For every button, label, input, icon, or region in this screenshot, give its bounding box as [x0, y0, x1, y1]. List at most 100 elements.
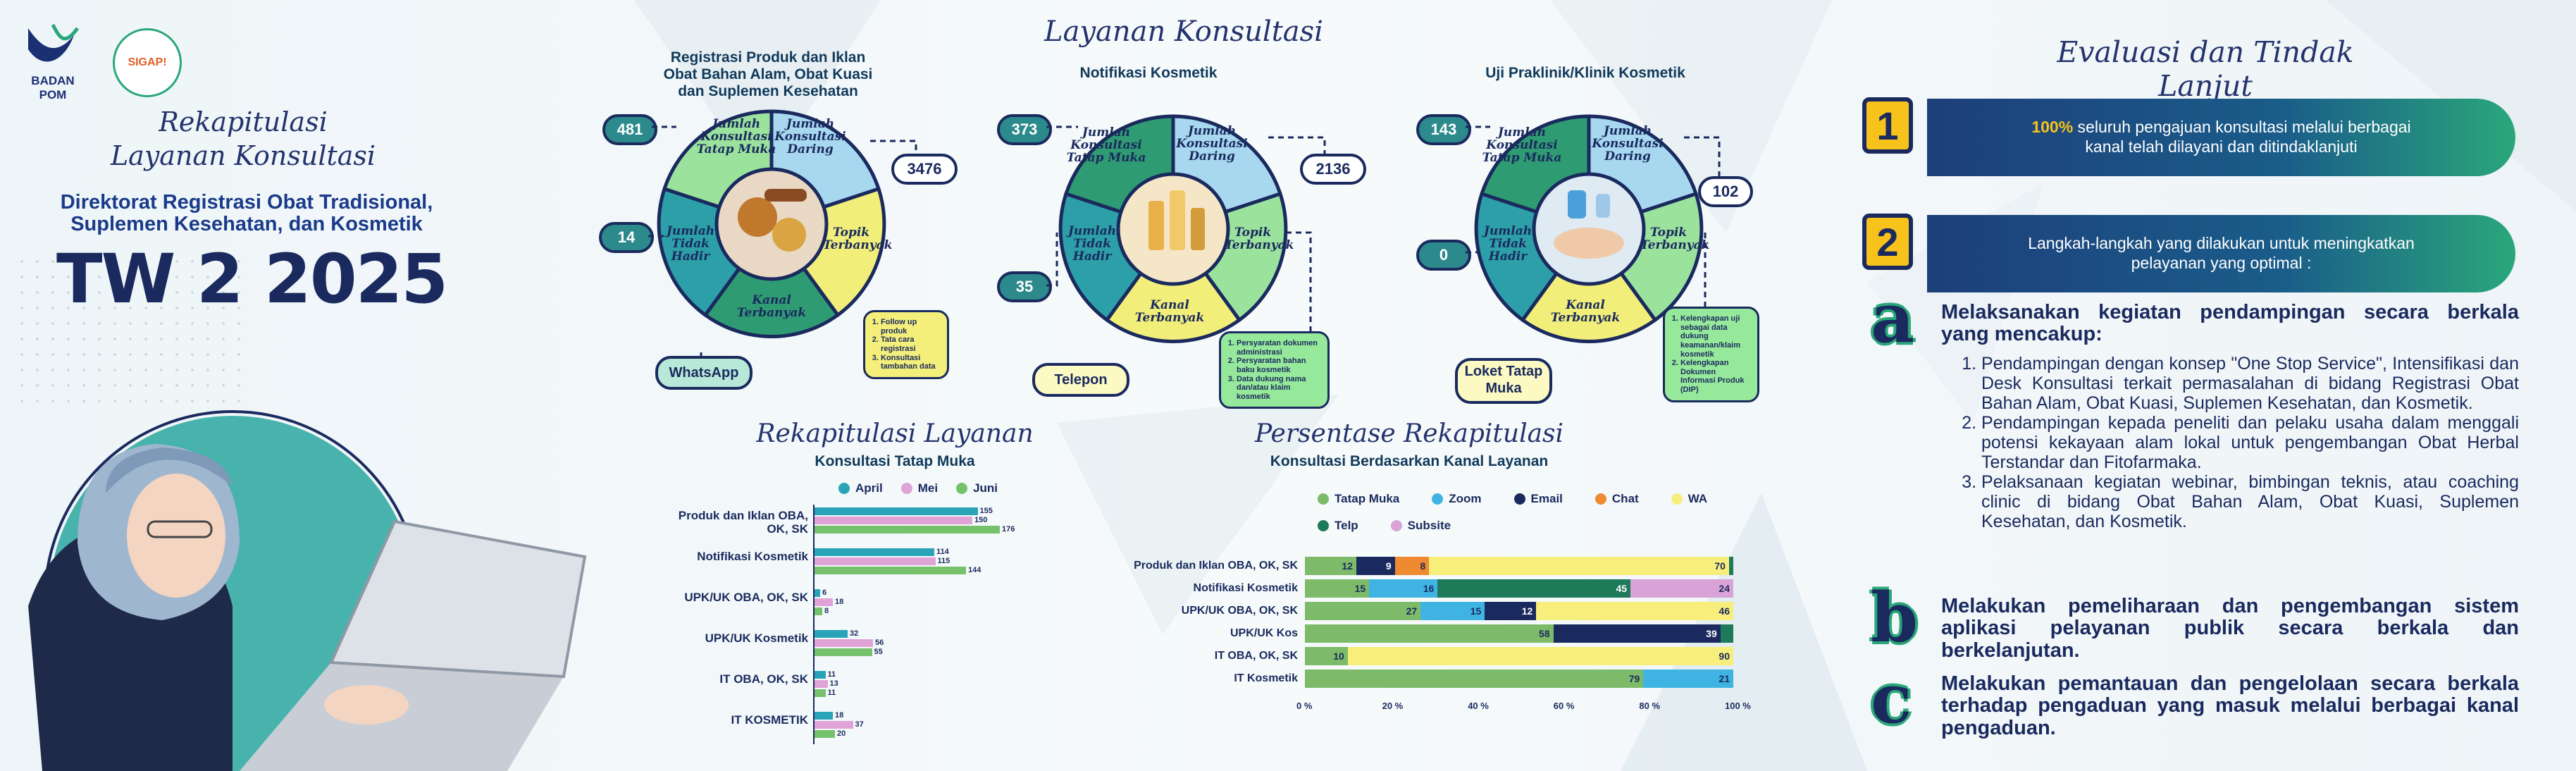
evaluasi-item2-text-b: pelayanan yang optimal : — [2131, 254, 2312, 272]
bar-value-label: 144 — [968, 566, 982, 574]
x-tick-label: 80 % — [1639, 701, 1661, 711]
segment-value-label: 24 — [1719, 583, 1730, 594]
wheel1-label-tidak-hadir: Jumlah Tidak Hadir — [666, 224, 715, 264]
tatap-muka-chart-legend: April Mei Juni — [838, 481, 1016, 498]
wheel3-tatap-muka-count: 143 — [1416, 114, 1471, 145]
wheel1-topik-item: Konsultasi tambahan data — [881, 354, 941, 371]
bar-juni — [814, 526, 1000, 533]
legend-label: WA — [1688, 492, 1708, 505]
bar-value-label: 56 — [875, 639, 884, 647]
segment-value-label: 79 — [1628, 673, 1640, 684]
evaluasi-letter-c: c — [1871, 659, 1912, 739]
legend-item-april: April — [838, 481, 883, 495]
evaluasi-letter-a: a — [1871, 278, 1915, 358]
segment-value-label: 8 — [1420, 560, 1426, 572]
bar-april — [814, 630, 848, 638]
segment-value-label: 90 — [1719, 650, 1730, 662]
stack-segment-tatap-muka: 15 — [1305, 579, 1370, 598]
stack-segment-tatap-muka: 79 — [1305, 670, 1644, 688]
bar-mei — [814, 598, 833, 606]
wheel3-label-topik: Topik Terbanyak — [1640, 226, 1710, 252]
layanan-heading: Layanan Konsultasi — [1044, 16, 1323, 48]
stack-segment-telp — [1720, 624, 1733, 643]
bar-juni — [814, 730, 835, 738]
stack-segment-tatap-muka: 27 — [1305, 602, 1421, 620]
bar-value-label: 18 — [835, 711, 844, 720]
stack-segment-tatap-muka: 12 — [1305, 557, 1356, 575]
legend-label: Chat — [1611, 492, 1639, 505]
wheel1-title-line3: dan Suplemen Kesehatan — [678, 83, 858, 99]
legend-item-subsite: Subsite — [1390, 519, 1451, 533]
period-title: TW 2 2025 — [56, 240, 448, 319]
wheel1-title-line2: Obat Bahan Alam, Obat Kuasi — [663, 66, 873, 82]
wheel1-topik-note: Follow up produkTata cara registrasiKons… — [863, 310, 949, 379]
persentase-chart-legend: Tatap Muka Zoom Email Chat WA Telp Subsite — [1318, 492, 1754, 545]
evaluasi-item2-text-a: Langkah-langkah yang dilakukan untuk men… — [2028, 234, 2415, 253]
legend-swatch — [1671, 493, 1683, 505]
wheel2-kanal-value: Telepon — [1032, 363, 1129, 397]
wheel3-label-tatap-muka: Jumlah Konsultasi Tatap Muka — [1482, 125, 1562, 165]
wheel2-tidak-hadir-count: 35 — [997, 271, 1052, 302]
wheel2-topik-note: Persyaratan dokumen administrasiPersyara… — [1219, 331, 1330, 409]
bar-value-label: 11 — [827, 670, 836, 679]
segment-value-label: 15 — [1470, 605, 1482, 617]
bar-april — [814, 589, 820, 597]
category-label: UPK/UK Kosmetik — [705, 631, 808, 645]
legend-swatch — [838, 483, 850, 494]
evaluasi-number-2: 2 — [1862, 214, 1913, 270]
segment-value-label: 21 — [1719, 673, 1730, 684]
stack-segment-telp: 45 — [1437, 579, 1631, 598]
wheel2-label-tatap-muka: Jumlah Konsultasi Tatap Muka — [1066, 125, 1146, 165]
left-subtitle-line2: Suplemen Kesehatan, dan Kosmetik — [70, 213, 423, 236]
left-title-line1: Rekapitulasi — [159, 106, 328, 137]
evaluasi-item1-text-a: seluruh pengajuan konsultasi melalui ber… — [2073, 118, 2411, 137]
segment-value-label: 58 — [1539, 628, 1550, 639]
bar-value-label: 150 — [974, 516, 988, 524]
wheel1-label-kanal: Kanal Terbanyak — [736, 293, 807, 320]
wheel2-tatap-muka-count: 373 — [997, 114, 1052, 145]
bar-juni — [814, 648, 872, 656]
wheel3-kanal-value: Loket Tatap Muka — [1455, 358, 1552, 404]
evaluasi-a-list-item: Pendampingan dengan konsep "One Stop Ser… — [1981, 354, 2519, 413]
badan-pom-text: BADAN POM — [31, 74, 75, 101]
wheel1-label-tatap-muka: Jumlah Konsultasi Tatap Muka — [696, 117, 776, 156]
bar-mei — [814, 557, 936, 565]
wheel1-topik-item: Tata cara registrasi — [881, 335, 941, 353]
legend-swatch — [1432, 493, 1444, 505]
segment-value-label: 10 — [1333, 650, 1344, 662]
legend-item-chat: Chat — [1594, 492, 1639, 506]
bar-april — [814, 548, 934, 556]
bar-value-label: 20 — [837, 729, 846, 738]
segment-value-label: 46 — [1719, 605, 1730, 617]
category-label: UPK/UK Kos — [1230, 627, 1298, 639]
legend-item-zoom: Zoom — [1432, 492, 1482, 506]
wheel1-topik-item: Follow up produk — [881, 318, 941, 335]
wheel1-title-line1: Registrasi Produk dan Iklan — [670, 49, 866, 66]
wheel2-label-daring: Jumlah Konsultasi Daring — [1176, 124, 1248, 164]
bar-value-label: 13 — [829, 679, 838, 688]
wheel2-title: Notifikasi Kosmetik — [1036, 65, 1261, 82]
evaluasi-b-text: Melakukan pemeliharaan dan pengembangan … — [1941, 595, 2519, 662]
bar-value-label: 114 — [936, 548, 949, 556]
evaluasi-item1-text-b: kanal telah dilayani dan ditindaklanjuti — [2085, 137, 2358, 156]
wheel2-title-line1: Notifikasi Kosmetik — [1079, 65, 1218, 81]
x-tick-label: 40 % — [1468, 701, 1489, 711]
segment-value-label: 45 — [1616, 583, 1628, 594]
x-tick-label: 20 % — [1382, 701, 1404, 711]
bar-value-label: 6 — [822, 588, 827, 597]
stack-segment-tatap-muka: 10 — [1305, 647, 1348, 665]
woman-with-laptop-illustration — [28, 410, 587, 771]
wheel1-title: Registrasi Produk dan Iklan Obat Bahan A… — [620, 49, 916, 100]
wheel3-topik-item: Kelengkapan Dokumen Informasi Produk (DI… — [1680, 359, 1752, 395]
category-label: UPK/UK OBA, OK, SK — [1181, 605, 1298, 617]
legend-item-tatap-muka: Tatap Muka — [1318, 492, 1399, 506]
segment-value-label: 27 — [1406, 605, 1418, 617]
bar-mei — [814, 680, 828, 688]
segment-value-label: 12 — [1521, 605, 1533, 617]
segment-value-label: 39 — [1706, 628, 1717, 639]
sigap-logo-text: SIGAP! — [128, 56, 167, 68]
evaluasi-a-text: Melaksanakan kegiatan pendampingan secar… — [1941, 301, 2519, 346]
x-tick-label: 100 % — [1725, 701, 1751, 711]
tatap-muka-chart-heading: Rekapitulasi Layanan — [756, 419, 1034, 448]
